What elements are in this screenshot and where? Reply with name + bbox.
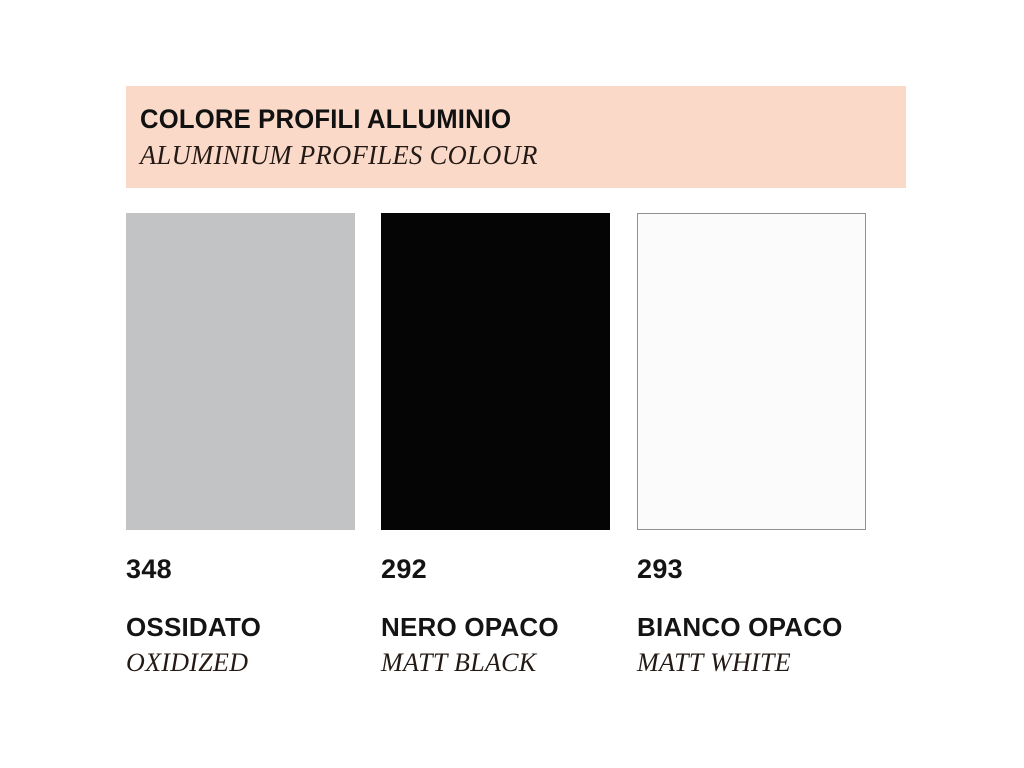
color-swatch-293[interactable] [637, 213, 866, 530]
swatch-translation: OXIDIZED [126, 648, 249, 677]
page-title: COLORE PROFILI ALLUMINIO [140, 104, 512, 134]
swatch-translation: MATT WHITE [637, 648, 791, 677]
header-banner: COLORE PROFILI ALLUMINIO ALUMINIUM PROFI… [126, 86, 906, 188]
page-subtitle: ALUMINIUM PROFILES COLOUR [140, 140, 538, 170]
swatch-column: 292 NERO OPACO MATT BLACK [381, 213, 610, 678]
swatch-translation: MATT BLACK [381, 648, 537, 677]
color-swatch-292[interactable] [381, 213, 610, 530]
swatch-grid: 348 OSSIDATO OXIDIZED 292 NERO OPACO MAT… [126, 213, 866, 683]
swatch-column: 293 BIANCO OPACO MATT WHITE [637, 213, 866, 678]
swatch-code: 292 [381, 554, 427, 584]
swatch-code: 348 [126, 554, 172, 584]
swatch-name: BIANCO OPACO [637, 612, 843, 642]
color-swatch-348[interactable] [126, 213, 355, 530]
swatch-column: 348 OSSIDATO OXIDIZED [126, 213, 355, 678]
swatch-name: OSSIDATO [126, 612, 261, 642]
swatch-name: NERO OPACO [381, 612, 559, 642]
swatch-code: 293 [637, 554, 683, 584]
